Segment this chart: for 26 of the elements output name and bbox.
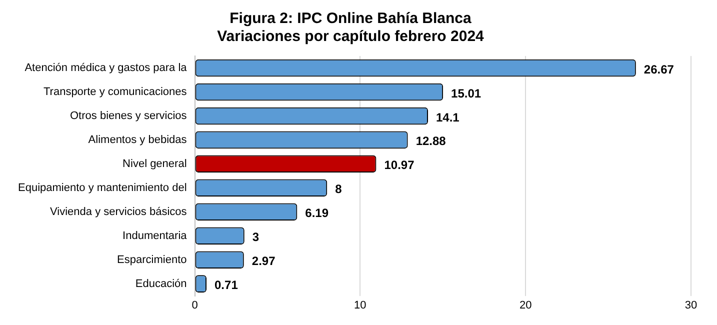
data-label: 6.19 — [305, 206, 329, 220]
y-tick-label: Educación — [135, 278, 187, 290]
data-label: 12.88 — [416, 134, 446, 148]
data-label: 8 — [335, 182, 342, 196]
data-label: 14.1 — [436, 110, 460, 124]
data-label: 2.97 — [252, 254, 276, 268]
y-tick-label: Vivienda y servicios básicos — [50, 206, 188, 218]
x-tick-label: 10 — [354, 299, 366, 312]
y-tick-label: Atención médica y gastos para la — [24, 62, 188, 74]
x-tick-label: 0 — [192, 299, 198, 312]
x-tick-label: 20 — [519, 299, 532, 312]
y-tick-label: Transporte y comunicaciones — [43, 86, 188, 98]
y-tick-label: Alimentos y bebidas — [88, 134, 188, 146]
y-tick-label: Esparcimiento — [117, 254, 187, 266]
y-tick-label: Indumentaria — [122, 230, 188, 242]
data-label: 10.97 — [384, 158, 415, 172]
data-label: 15.01 — [451, 86, 482, 100]
chart-subtitle: Variaciones por capítulo febrero 2024 — [217, 28, 485, 46]
x-tick-label: 30 — [684, 299, 698, 312]
y-tick-label: Otros bienes y servicios — [70, 110, 188, 122]
data-label: 3 — [252, 230, 260, 244]
data-label: 0.71 — [214, 278, 238, 292]
data-label: 26.67 — [644, 62, 674, 76]
y-tick-label: Nivel general — [122, 158, 187, 170]
y-tick-label: Equipamiento y mantenimiento del — [18, 182, 187, 194]
chart-title: Figura 2: IPC Online Bahía Blanca — [230, 10, 472, 28]
